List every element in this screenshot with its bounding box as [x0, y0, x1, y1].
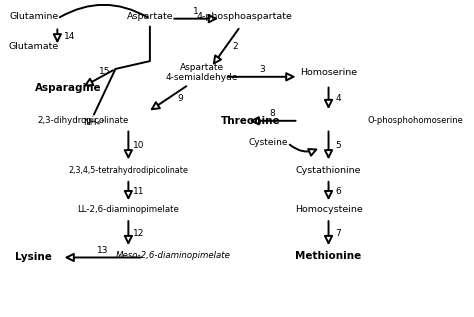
Text: 2,3-dihydropicolinate: 2,3-dihydropicolinate	[37, 116, 128, 125]
Text: Cysteine: Cysteine	[248, 138, 288, 147]
Text: 2: 2	[232, 42, 238, 51]
Text: Cystathionine: Cystathionine	[296, 165, 361, 175]
Text: Aspartate: Aspartate	[127, 12, 173, 21]
Text: 13: 13	[97, 246, 108, 255]
Text: 4-phosphoaspartate: 4-phosphoaspartate	[197, 12, 292, 21]
Text: Homoserine: Homoserine	[300, 68, 357, 77]
Text: O-phosphohomoserine: O-phosphohomoserine	[367, 116, 463, 125]
Text: Methionine: Methionine	[295, 251, 362, 261]
Text: 14: 14	[64, 32, 75, 41]
Text: 3: 3	[259, 65, 264, 74]
Text: 9: 9	[177, 94, 183, 103]
Text: 4: 4	[335, 94, 341, 103]
Text: 8: 8	[270, 109, 275, 118]
Text: Asparagine: Asparagine	[35, 83, 101, 93]
Text: 2,3,4,5-tetrahydrodipicolinate: 2,3,4,5-tetrahydrodipicolinate	[68, 165, 188, 175]
Text: LL-2,6-diaminopimelate: LL-2,6-diaminopimelate	[77, 205, 179, 214]
Text: Threonine: Threonine	[221, 116, 281, 126]
Text: Homocysteine: Homocysteine	[295, 205, 363, 214]
Text: Glutamine: Glutamine	[9, 12, 58, 21]
Text: Lysine: Lysine	[15, 252, 52, 262]
Text: Aspartate
4-semialdehyde: Aspartate 4-semialdehyde	[166, 63, 238, 82]
Text: 15: 15	[99, 67, 110, 76]
Text: 12: 12	[134, 229, 145, 238]
Text: 11: 11	[133, 186, 145, 196]
Text: 5: 5	[335, 141, 341, 150]
Text: 7: 7	[335, 229, 341, 238]
Text: 1: 1	[193, 7, 199, 16]
Text: 6: 6	[335, 186, 341, 196]
Text: 10: 10	[133, 141, 145, 150]
Text: Glutamate: Glutamate	[9, 42, 59, 50]
Text: NH₄⁺: NH₄⁺	[83, 118, 105, 127]
Text: Meso-2,6-diaminopimelate: Meso-2,6-diaminopimelate	[116, 251, 231, 260]
